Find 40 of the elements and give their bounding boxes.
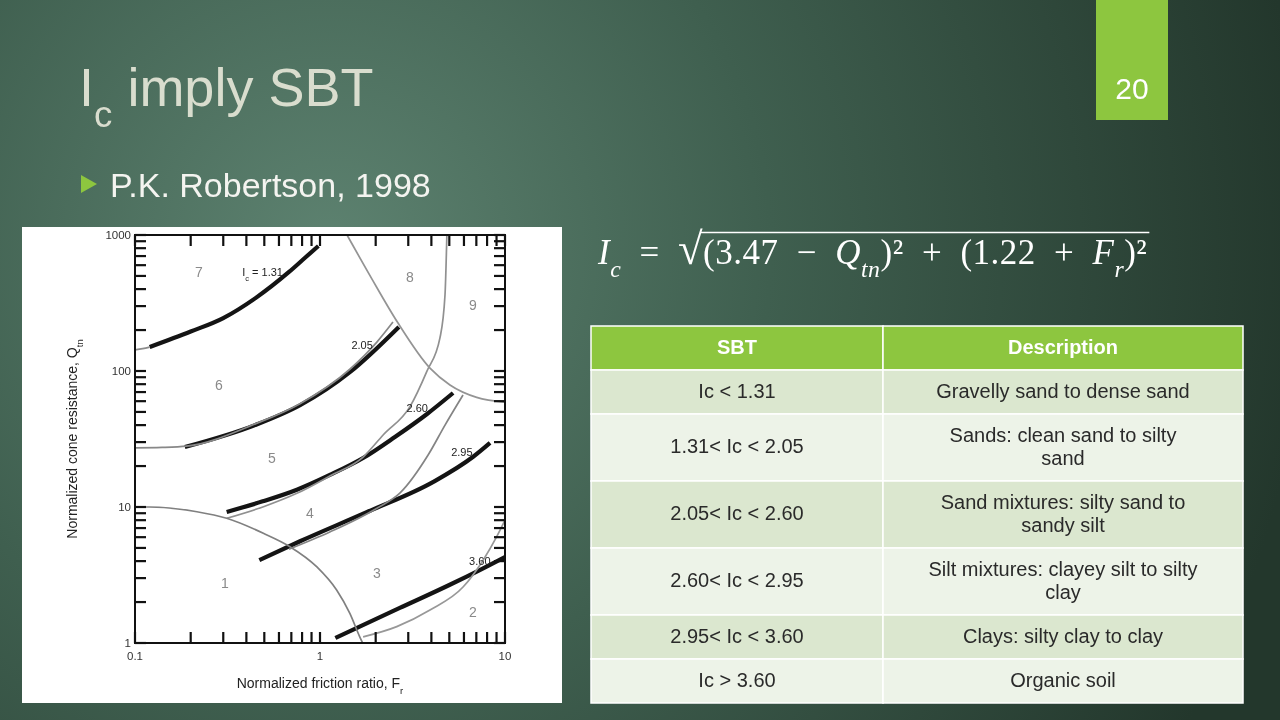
- annotation: 9: [469, 296, 478, 313]
- text: Ic < 1.31: [698, 379, 776, 402]
- annotation: 7: [195, 263, 204, 280]
- text: Description: [1007, 335, 1119, 358]
- annotation: 4: [306, 504, 315, 521]
- text: I$_{c}$ = √(3.47 − Q$_{tn}$)² + (1.22 + F$_{r}$)²: [598, 224, 1148, 282]
- text: Sand mixtures: silty sand to sandy silt: [940, 490, 1186, 536]
- annotation: 2: [469, 603, 478, 620]
- x-tick-label: 1: [316, 650, 324, 662]
- text: P.K. Robertson, 1998: [110, 166, 431, 204]
- annotation: 3.60: [469, 554, 491, 567]
- text: Organic soil: [1010, 668, 1116, 691]
- text: Sands: clean sand to silty sand: [949, 423, 1177, 469]
- text: 2.60< Ic < 2.95: [670, 569, 804, 591]
- annotation: I$_{c}$ = 1.31: [242, 265, 284, 283]
- text: Ic > 3.60: [698, 668, 776, 691]
- x-tick-label: 0.1: [127, 650, 143, 662]
- text: 1.31< Ic < 2.05: [670, 435, 804, 457]
- text: 2.05< Ic < 2.60: [670, 502, 804, 524]
- text: SBT: [717, 335, 757, 358]
- x-tick-label: 10: [498, 650, 512, 662]
- y-tick-label: 1: [124, 637, 131, 650]
- text: Silt mixtures: clayey silt to silty clay: [928, 557, 1198, 603]
- y-tick-label: 100: [111, 365, 131, 378]
- text: 20: [1115, 72, 1149, 105]
- annotation: 5: [268, 449, 277, 466]
- text: 2.95< Ic < 3.60: [670, 624, 804, 647]
- y-tick-label: 10: [118, 501, 131, 514]
- annotation: 6: [215, 376, 224, 393]
- annotation: 2.05: [351, 338, 373, 351]
- y-tick-label: 1000: [105, 229, 131, 242]
- annotation: 2.60: [406, 402, 428, 415]
- annotation: 8: [406, 268, 415, 285]
- annotation: 3: [373, 564, 382, 581]
- text: Gravelly sand to dense sand: [936, 379, 1190, 402]
- text: I$_{c}$ imply SBT: [79, 57, 374, 135]
- annotation: 1: [221, 574, 230, 591]
- text: Clays: silty clay to clay: [962, 624, 1164, 647]
- x-axis-title: Normalized friction ratio, F$_{r}$: [236, 675, 405, 696]
- annotation: 2.95: [451, 446, 473, 459]
